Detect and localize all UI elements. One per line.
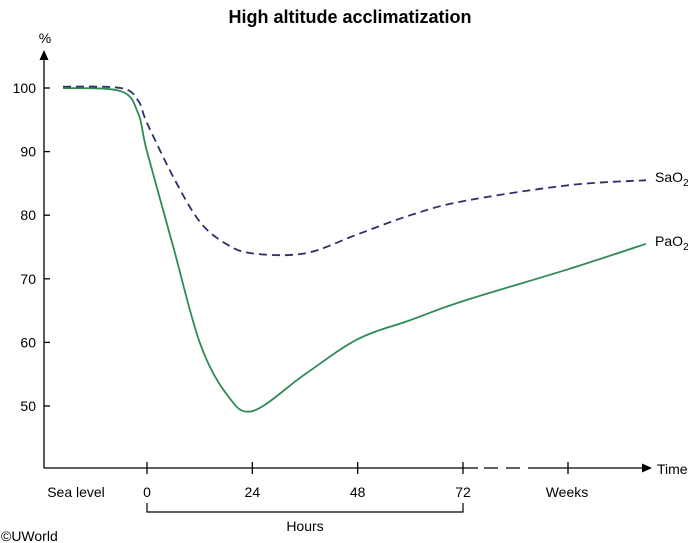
series-label-name: PaO	[655, 233, 683, 249]
x-axis-label: Time	[657, 461, 688, 477]
y-tick-label: 100	[13, 80, 37, 96]
chart-title: High altitude acclimatization	[228, 7, 471, 27]
x-tick-label: Sea level	[47, 484, 105, 500]
x-tick-label: Weeks	[546, 484, 589, 500]
hours-bracket	[146, 503, 464, 513]
series-line-pao2	[62, 87, 647, 413]
series-label-name: SaO	[655, 169, 683, 185]
y-tick-label: 60	[20, 334, 36, 350]
y-axis-label: %	[39, 30, 51, 46]
series-line-sao2	[62, 85, 647, 257]
x-tick-label: 24	[245, 484, 261, 500]
credit-label: ©UWorld	[1, 528, 58, 543]
x-axis-arrow	[642, 463, 652, 473]
series-label: PaO2	[655, 233, 689, 253]
x-ticks: Sea level 0 24 48 72 Weeks	[47, 462, 588, 500]
y-ticks: 100 90 80 70 60 50	[13, 80, 50, 414]
y-tick-label: 70	[20, 271, 36, 287]
y-axis-arrow	[39, 50, 49, 60]
series-label: SaO2	[655, 169, 689, 189]
hours-label: Hours	[286, 518, 323, 534]
series-label-subscript: 2	[683, 178, 689, 189]
x-tick-label: 0	[143, 484, 151, 500]
x-tick-label: 72	[455, 484, 471, 500]
y-tick-label: 80	[20, 207, 36, 223]
series-label-subscript: 2	[683, 242, 689, 253]
y-tick-label: 50	[20, 398, 36, 414]
y-tick-label: 90	[20, 144, 36, 160]
x-tick-label: 48	[350, 484, 366, 500]
